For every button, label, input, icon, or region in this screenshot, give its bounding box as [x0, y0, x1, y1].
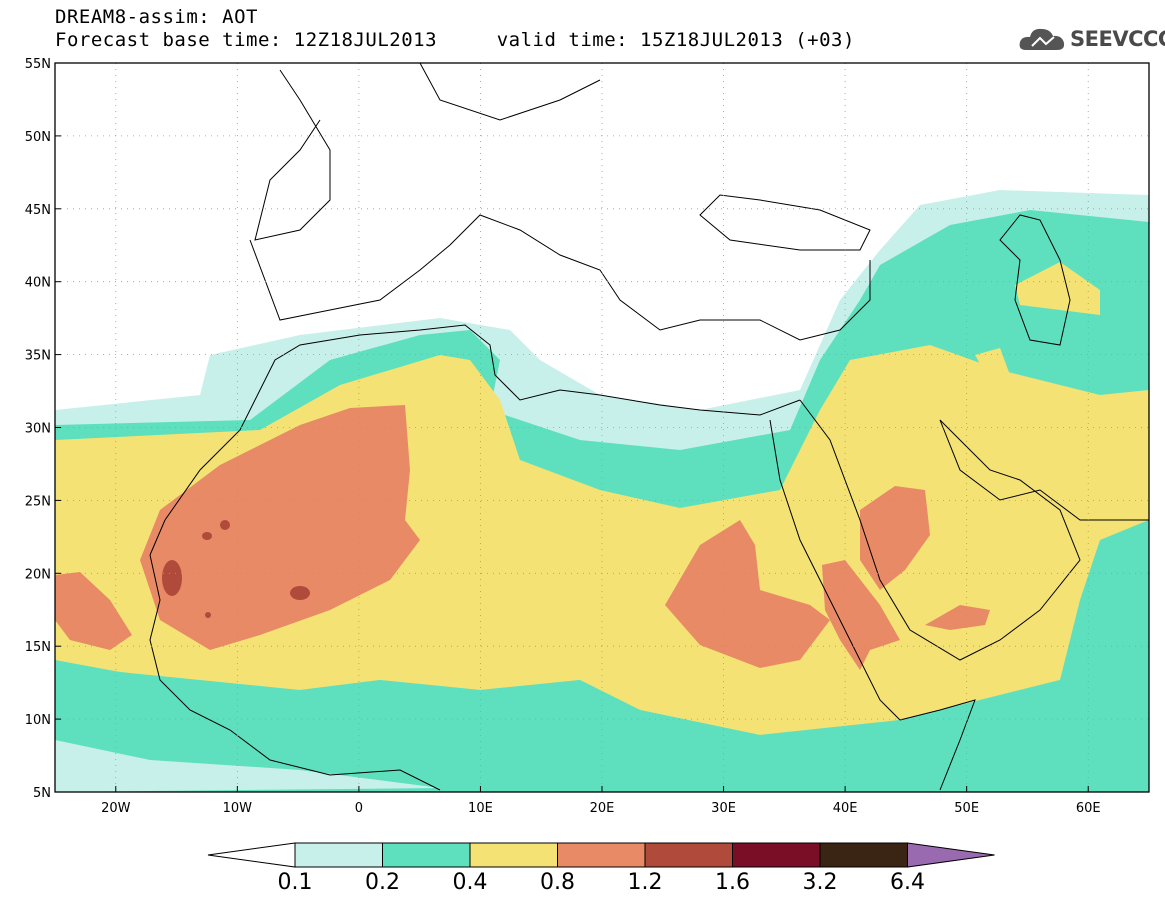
coastline-black-sea	[699, 194, 871, 251]
aot-spot-1.2	[205, 612, 211, 618]
lat-tick-label: 20N	[25, 567, 51, 582]
aot-spot-1.2	[220, 520, 230, 530]
lat-tick-label: 50N	[25, 130, 51, 145]
aot-field	[55, 190, 1149, 792]
lon-tick-label: 20W	[101, 801, 131, 816]
aot-spot-1.2	[202, 532, 212, 540]
coastline-arabia	[799, 399, 1081, 661]
aot-band-0.8-arabia	[860, 486, 930, 590]
coastline-west-africa	[149, 554, 441, 791]
colorbar-label: 0.1	[278, 870, 313, 895]
coastline-north-africa	[149, 324, 801, 556]
lat-tick-label: 40N	[25, 276, 51, 291]
colorbar-label: 3.2	[803, 870, 838, 895]
colorbar-box	[294, 842, 383, 868]
lat-tick-label: 15N	[25, 640, 51, 655]
coastline-persian-gulf	[939, 419, 1149, 521]
colorbar-label: 0.4	[453, 870, 488, 895]
logo-text: SEEVCCC	[1070, 27, 1165, 51]
lon-tick-label: 10E	[468, 801, 493, 816]
aot-band-0.1-south	[55, 740, 440, 792]
coastline-europe-south	[249, 214, 871, 341]
chart-title: DREAM8-assim: AOT	[55, 6, 258, 28]
aot-band-0.8-atlantic	[55, 572, 132, 650]
lat-tick-label: 10N	[25, 713, 51, 728]
lon-tick-label: 60E	[1076, 801, 1101, 816]
lon-tick-label: 40E	[833, 801, 858, 816]
lat-tick-label: 35N	[25, 349, 51, 364]
aot-patch-caspian	[1015, 262, 1100, 315]
cloud-icon	[1019, 28, 1065, 50]
aot-band-0.8-sudan	[665, 520, 830, 668]
gridlines	[55, 63, 1149, 792]
forecast-time-line: Forecast base time: 12Z18JUL2013 valid t…	[55, 29, 855, 51]
colorbar-label: 0.2	[365, 870, 400, 895]
lat-tick-label: 55N	[25, 57, 51, 72]
colorbar-box	[819, 842, 908, 868]
coastline-caspian	[999, 214, 1071, 346]
lat-tick-label: 25N	[25, 494, 51, 509]
colorbar-box	[732, 842, 821, 868]
lon-tick-label: 20E	[590, 801, 615, 816]
aot-spot-1.2	[290, 586, 310, 600]
colorbar-under-arrow	[207, 842, 296, 868]
aot-band-0.2-south	[55, 540, 1149, 792]
aot-patch-iran	[975, 348, 1010, 382]
lat-tick-label: 45N	[25, 203, 51, 218]
colorbar-label: 0.8	[540, 870, 575, 895]
lon-tick-label: 30E	[711, 801, 736, 816]
lat-tick-label: 30N	[25, 422, 51, 437]
colorbar-label: 1.6	[715, 870, 750, 895]
colorbar-label: 6.4	[890, 870, 925, 895]
lat-tick-label: 5N	[33, 786, 51, 801]
coastlines	[149, 63, 1149, 791]
coastline-europe-north	[254, 63, 601, 241]
colorbar-box	[644, 842, 733, 868]
colorbar-label: 1.2	[628, 870, 663, 895]
colorbar: 0.1 0.2 0.4 0.8 1.2 1.6 3.2 6.4	[207, 842, 995, 895]
coastline-east-africa	[899, 699, 976, 791]
coastline-red-sea-west	[769, 419, 901, 721]
lon-tick-label: 50E	[954, 801, 979, 816]
colorbar-box	[469, 842, 558, 868]
aot-band-0.8-yemen	[925, 605, 990, 630]
colorbar-box	[557, 842, 646, 868]
lon-tick-label: 0	[355, 801, 363, 816]
aot-spot-1.2	[162, 560, 182, 596]
axis-ticks: 20W 10W 0 10E 20E 30E 40E 50E 60E 5N 10N 15N 20N 25N 3…	[25, 57, 1101, 816]
lon-tick-label: 10W	[223, 801, 253, 816]
colorbar-box	[382, 842, 471, 868]
aot-band-0.8-redsea	[822, 560, 900, 670]
colorbar-over-arrow	[907, 842, 995, 868]
aot-band-0.8-sahara	[140, 405, 420, 650]
